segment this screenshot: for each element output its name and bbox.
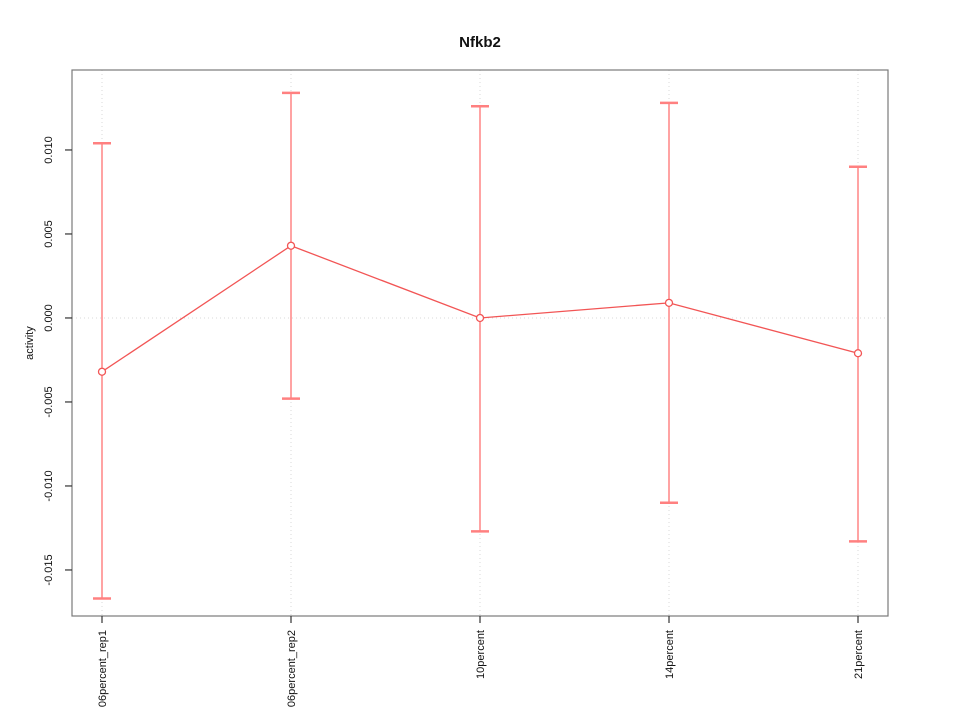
- x-tick-label: 06percent_rep1: [97, 630, 109, 707]
- data-point: [475, 313, 485, 323]
- y-tick-label: -0.015: [43, 554, 55, 585]
- data-point: [664, 298, 674, 307]
- data-point: [286, 241, 296, 250]
- y-tick-label: -0.005: [43, 386, 55, 417]
- y-tick-label: 0.000: [43, 304, 55, 332]
- x-tick-label: 14percent: [664, 630, 676, 679]
- y-tick-label: -0.010: [43, 470, 55, 501]
- y-axis-label: activity: [24, 326, 36, 360]
- data-point: [853, 349, 863, 358]
- x-tick-label: 10percent: [475, 630, 487, 679]
- x-tick-label: 06percent_rep2: [286, 630, 298, 707]
- y-tick-label: 0.010: [43, 136, 55, 164]
- x-tick-label: 21percent: [853, 630, 865, 679]
- y-tick-label: 0.005: [43, 220, 55, 248]
- plot-area: 0.010 0.005 0.000 -0.005 -0.010 -0.015 06perce…: [43, 69, 889, 707]
- chart-title: Nfkb2: [459, 34, 501, 51]
- data-point: [97, 367, 107, 376]
